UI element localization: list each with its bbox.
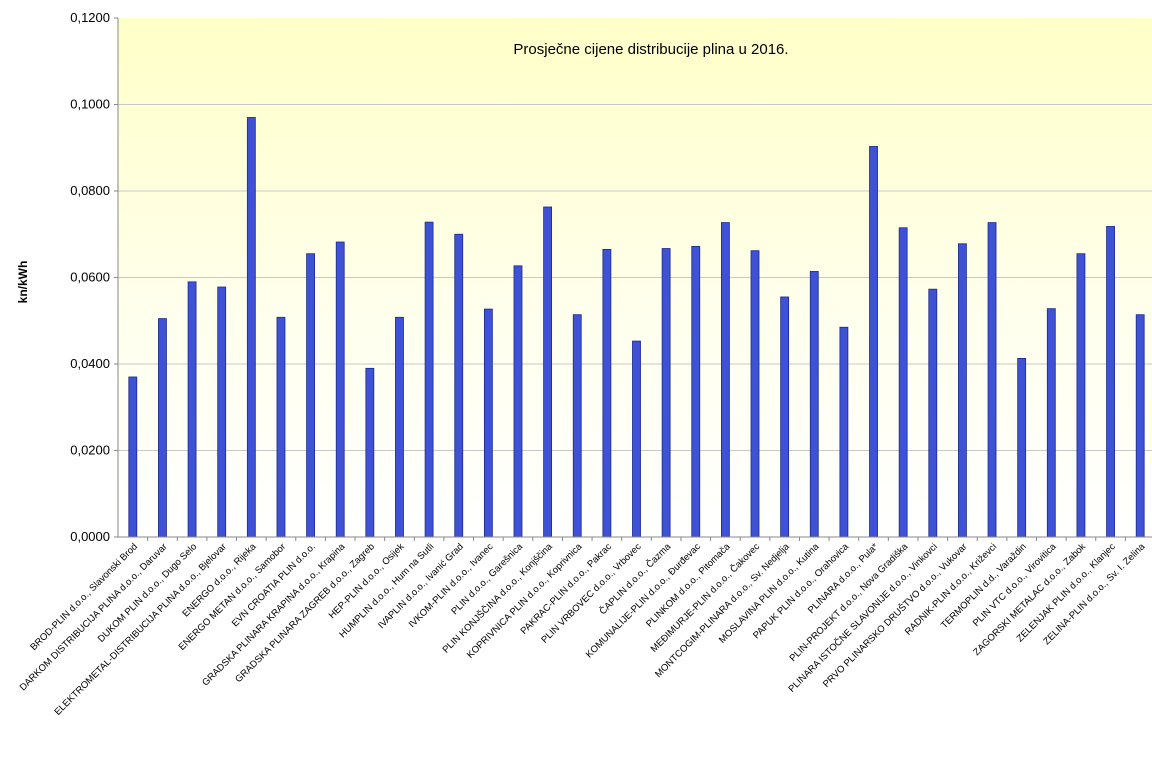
y-tick-label: 0,1000 [70, 97, 110, 112]
bar [306, 253, 315, 538]
bar [1017, 357, 1027, 538]
bar [602, 248, 612, 538]
bar [987, 222, 997, 538]
bar [958, 243, 967, 538]
bar [1135, 314, 1145, 538]
bar [365, 367, 375, 538]
y-tick-labels: 0,0000 0,0200 0,0400 0,0600 0,0800 0,1000 0,12… [70, 10, 118, 544]
bar [128, 376, 138, 538]
y-tick-label: 0,0000 [70, 529, 110, 544]
bar [1076, 253, 1086, 538]
bar [424, 221, 434, 538]
chart-title: Prosječne cijene distribucije plina u 20… [513, 41, 788, 58]
y-tick-label: 0,1200 [70, 10, 110, 25]
bar [454, 233, 464, 538]
y-axis-label: kn/kWh [16, 261, 30, 304]
bar [661, 248, 671, 538]
bar [839, 326, 849, 538]
bar [187, 281, 197, 538]
bar [809, 271, 819, 538]
bar [780, 296, 790, 538]
x-category-label: BROD-PLIN d.o.o., Slavonski Brod [28, 541, 140, 653]
bar [276, 316, 286, 538]
bar [691, 245, 701, 538]
bar [246, 117, 256, 538]
y-tick-label: 0,0600 [70, 270, 110, 285]
bar [632, 340, 641, 538]
bar [898, 227, 908, 538]
bar [1106, 226, 1115, 538]
x-category-label: ENERGO METAN d.o.o., Samobor [177, 541, 288, 652]
bar [1046, 308, 1056, 538]
bar [158, 318, 167, 538]
bar [572, 314, 582, 538]
bar [335, 241, 345, 538]
bar [513, 265, 523, 538]
bar [217, 286, 227, 538]
y-tick-label: 0,0800 [70, 183, 110, 198]
bar [543, 206, 553, 538]
bar [395, 316, 404, 538]
bar [869, 146, 878, 538]
bar [483, 308, 493, 538]
bar [928, 288, 938, 538]
bar [720, 222, 730, 538]
bar [750, 250, 760, 538]
x-category-label: PLIN KONJŠČINA d.o.o., Konjščina [441, 541, 556, 656]
y-tick-label: 0,0400 [70, 356, 110, 371]
y-tick-label: 0,0200 [70, 443, 110, 458]
x-category-label: MEĐIMURJE-PLIN d.o.o., Čakovec [649, 541, 763, 655]
